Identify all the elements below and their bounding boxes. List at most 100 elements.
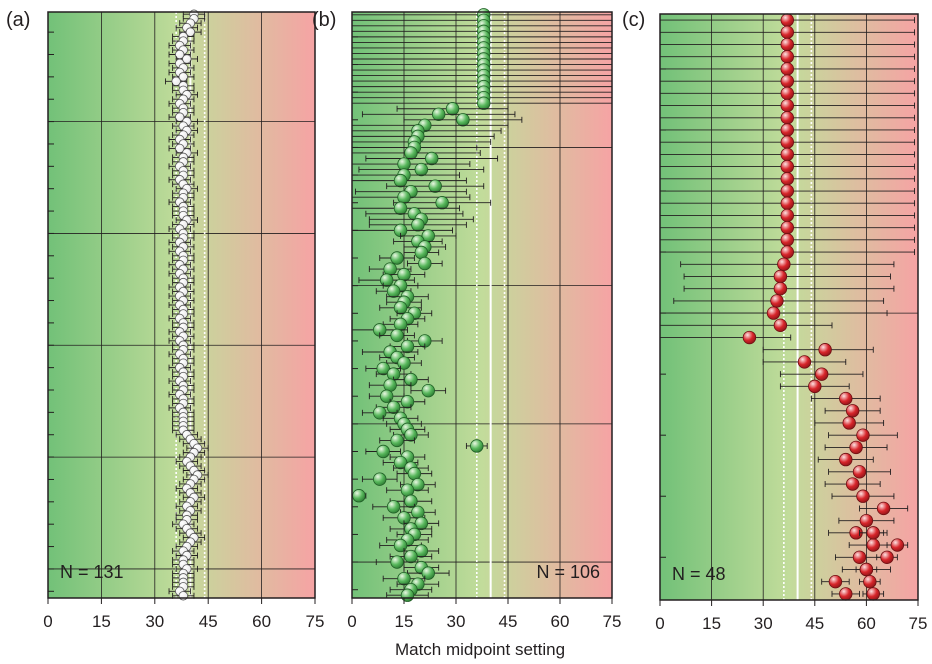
data-point xyxy=(383,378,397,392)
data-point xyxy=(849,440,863,455)
data-point xyxy=(742,330,757,345)
data-point xyxy=(393,301,408,315)
x-axis-title: Match midpoint setting xyxy=(395,640,565,659)
data-point xyxy=(397,356,411,370)
data-point xyxy=(890,538,905,552)
data-point xyxy=(780,172,794,186)
data-point xyxy=(856,489,870,503)
data-point xyxy=(390,555,404,569)
x-tick-label: 45 xyxy=(499,612,518,631)
data-point xyxy=(390,433,404,448)
panel-c: 0 15 30 45 60 75 (c) N = 48 xyxy=(622,9,927,633)
data-point xyxy=(780,159,794,174)
data-point xyxy=(373,472,387,486)
data-point xyxy=(411,505,425,520)
data-point xyxy=(393,538,408,553)
panel-b: 0 15 30 45 60 75 (b) N = 106 xyxy=(312,8,621,631)
data-point xyxy=(773,269,788,284)
data-point xyxy=(386,500,401,514)
data-point xyxy=(431,107,446,121)
data-point xyxy=(390,328,404,343)
x-tick-label: 15 xyxy=(92,612,111,631)
x-tick-label: 30 xyxy=(145,612,164,631)
data-point xyxy=(780,74,794,88)
data-point xyxy=(404,428,418,442)
x-tick-label: 45 xyxy=(805,614,824,633)
x-tick-label: 75 xyxy=(306,612,325,631)
data-point xyxy=(379,389,394,403)
data-point xyxy=(814,367,829,381)
data-point xyxy=(414,516,429,531)
data-point xyxy=(797,355,812,369)
data-point xyxy=(397,190,411,204)
data-point xyxy=(393,173,408,188)
data-point xyxy=(866,538,880,552)
data-point xyxy=(859,562,874,577)
panel-frame xyxy=(351,11,613,599)
data-point xyxy=(845,404,860,418)
data-point xyxy=(376,361,390,376)
data-point xyxy=(456,113,470,127)
data-point xyxy=(404,549,418,564)
data-point xyxy=(386,284,401,298)
data-point xyxy=(876,501,891,516)
data-point xyxy=(383,262,397,276)
data-point xyxy=(780,62,794,76)
data-point xyxy=(828,574,843,589)
x-tick-label: 0 xyxy=(43,612,52,631)
data-point xyxy=(780,50,794,64)
data-point xyxy=(414,162,429,177)
data-point xyxy=(818,343,832,357)
data-point xyxy=(780,37,794,52)
data-point xyxy=(777,257,791,271)
x-tick-label: 30 xyxy=(754,614,773,633)
data-point xyxy=(414,544,429,558)
data-point xyxy=(780,220,794,235)
sample-size-label: N = 48 xyxy=(672,564,726,584)
data-point xyxy=(866,587,880,601)
panel-frame xyxy=(47,11,316,599)
data-point xyxy=(780,111,794,125)
x-tick-label: 15 xyxy=(702,614,721,633)
data-point xyxy=(780,25,794,40)
data-point xyxy=(780,147,794,162)
data-point xyxy=(880,550,894,564)
data-point xyxy=(766,306,781,320)
data-point xyxy=(863,574,877,589)
panel-a: 0 15 30 45 60 75 (a) N = 131 xyxy=(6,9,324,631)
data-point xyxy=(397,571,411,586)
x-tick-label: 60 xyxy=(551,612,570,631)
data-point xyxy=(400,483,415,497)
x-tick-label: 75 xyxy=(603,612,622,631)
data-point xyxy=(411,477,425,492)
data-point xyxy=(393,317,408,332)
data-point xyxy=(414,245,429,260)
data-point xyxy=(780,98,794,113)
data-point xyxy=(780,208,794,223)
x-tick-label: 30 xyxy=(447,612,466,631)
data-point xyxy=(390,251,404,265)
data-point xyxy=(386,400,401,414)
x-tick-label: 15 xyxy=(395,612,414,631)
data-point xyxy=(397,267,411,282)
data-point xyxy=(839,587,853,601)
data-point xyxy=(376,444,390,459)
data-point xyxy=(404,494,418,508)
data-point xyxy=(470,439,484,453)
data-point xyxy=(780,86,794,101)
data-point xyxy=(859,513,874,528)
data-point xyxy=(411,218,425,232)
panel-label: (c) xyxy=(622,9,645,31)
panel-frame xyxy=(659,13,919,601)
data-point xyxy=(845,477,860,491)
data-point xyxy=(352,489,366,503)
data-point xyxy=(856,428,870,442)
data-point xyxy=(808,379,822,394)
data-point xyxy=(400,588,415,602)
data-point xyxy=(839,452,853,467)
data-point xyxy=(780,245,794,259)
data-point xyxy=(780,184,794,198)
x-tick-label: 60 xyxy=(252,612,271,631)
data-point xyxy=(477,96,491,110)
